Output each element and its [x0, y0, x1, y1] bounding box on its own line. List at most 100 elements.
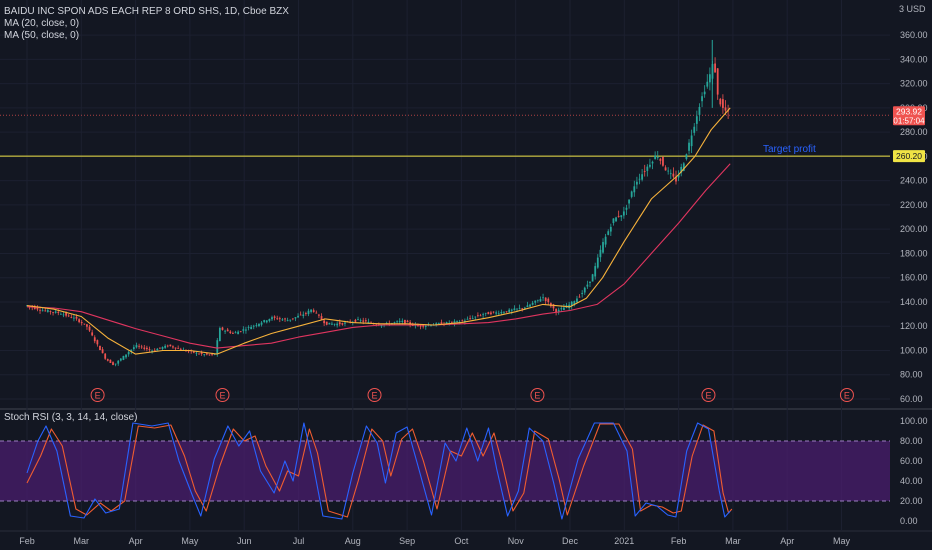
price-tick-label: 140.00	[900, 297, 928, 307]
candle-body	[419, 325, 422, 327]
candle-body	[430, 325, 432, 327]
candle-body	[73, 317, 75, 319]
earnings-marker[interactable]: E	[530, 388, 545, 402]
candle-body	[469, 318, 471, 319]
candle-body	[320, 316, 323, 320]
candle-body	[583, 287, 586, 293]
candle-body	[221, 327, 224, 330]
candle-body	[302, 314, 305, 316]
price-tick-label: 220.00	[900, 200, 928, 210]
candle-body	[159, 347, 161, 349]
candle-body	[333, 323, 336, 325]
candle-body	[213, 353, 216, 355]
candle-body	[690, 135, 693, 147]
candle-body	[278, 318, 281, 320]
candle-body	[596, 257, 599, 268]
candle-body	[461, 320, 464, 322]
candle-body	[359, 320, 362, 322]
candle-body	[474, 316, 477, 318]
month-tick-label: Jun	[237, 536, 252, 546]
earnings-marker[interactable]: E	[215, 388, 230, 402]
candle-body	[132, 347, 135, 350]
candle-body	[263, 320, 266, 323]
candle-body	[91, 332, 94, 336]
candle-body	[88, 326, 91, 331]
candle-body	[46, 310, 49, 312]
candle-body	[547, 298, 550, 303]
candle-body	[656, 156, 659, 158]
earnings-marker[interactable]: E	[839, 388, 854, 402]
candle-body	[570, 301, 573, 307]
candle-body	[677, 174, 680, 178]
candle-body	[594, 266, 597, 277]
candle-body	[325, 321, 328, 325]
candle-body	[62, 314, 65, 316]
candle-body	[362, 320, 365, 322]
month-tick-label: Mar	[74, 536, 90, 546]
candle-body	[226, 329, 229, 332]
candle-body	[315, 312, 318, 314]
candle-body	[615, 217, 617, 222]
candle-body	[78, 319, 81, 323]
candle-body	[232, 333, 234, 334]
earnings-letter: E	[534, 391, 540, 401]
candle-body	[649, 164, 651, 167]
candle-body	[654, 155, 657, 160]
candle-body	[471, 318, 474, 320]
candle-body	[135, 345, 138, 348]
candle-body	[33, 306, 36, 309]
candle-body	[104, 353, 107, 359]
candle-body	[205, 353, 208, 355]
candle-body	[417, 325, 419, 327]
candle-body	[250, 326, 253, 330]
candle-body	[701, 96, 703, 102]
candle-body	[555, 309, 557, 313]
earnings-marker[interactable]: E	[701, 388, 716, 402]
candle-body	[544, 297, 547, 302]
candle-body	[456, 321, 458, 322]
month-tick-label: May	[181, 536, 199, 546]
candle-body	[364, 320, 367, 322]
price-tick-label: 320.00	[900, 79, 928, 89]
candle-body	[628, 199, 630, 204]
candle-body	[86, 324, 88, 327]
candle-body	[659, 158, 662, 161]
candle-body	[101, 349, 104, 354]
candle-body	[638, 178, 641, 180]
candle-body	[589, 281, 591, 284]
price-tick-label: 240.00	[900, 176, 928, 186]
candle-body	[680, 166, 683, 173]
candle-body	[539, 299, 542, 302]
earnings-letter: E	[372, 391, 378, 401]
candle-body	[59, 313, 62, 315]
candle-body	[179, 348, 182, 350]
candle-body	[641, 174, 644, 180]
candle-body	[156, 348, 159, 351]
earnings-circle	[215, 388, 230, 402]
earnings-marker[interactable]: E	[367, 388, 382, 402]
candle-body	[174, 347, 177, 349]
price-tick-label: 80.00	[900, 370, 923, 380]
candle-body	[557, 309, 560, 312]
candle-body	[177, 347, 180, 349]
candle-body	[119, 358, 122, 361]
price-tick-label: 120.00	[900, 321, 928, 331]
candle-body	[127, 352, 130, 355]
candle-body	[52, 312, 54, 313]
candle-body	[224, 330, 226, 332]
candle-body	[312, 310, 315, 312]
candle-body	[328, 322, 331, 325]
candle-body	[492, 311, 495, 313]
currency-label[interactable]: 3 USD	[899, 4, 926, 14]
candle-body	[294, 317, 297, 319]
earnings-marker[interactable]: E	[90, 388, 105, 402]
chart-title: BAIDU INC SPON ADS EACH REP 8 ORD SHS, 1…	[4, 6, 289, 17]
candle-body	[357, 319, 359, 321]
candle-body	[336, 323, 339, 326]
candle-body	[698, 106, 701, 115]
candle-body	[719, 98, 722, 105]
stoch-d-line	[26, 423, 733, 518]
candle-body	[239, 331, 242, 333]
candle-body	[380, 325, 383, 327]
